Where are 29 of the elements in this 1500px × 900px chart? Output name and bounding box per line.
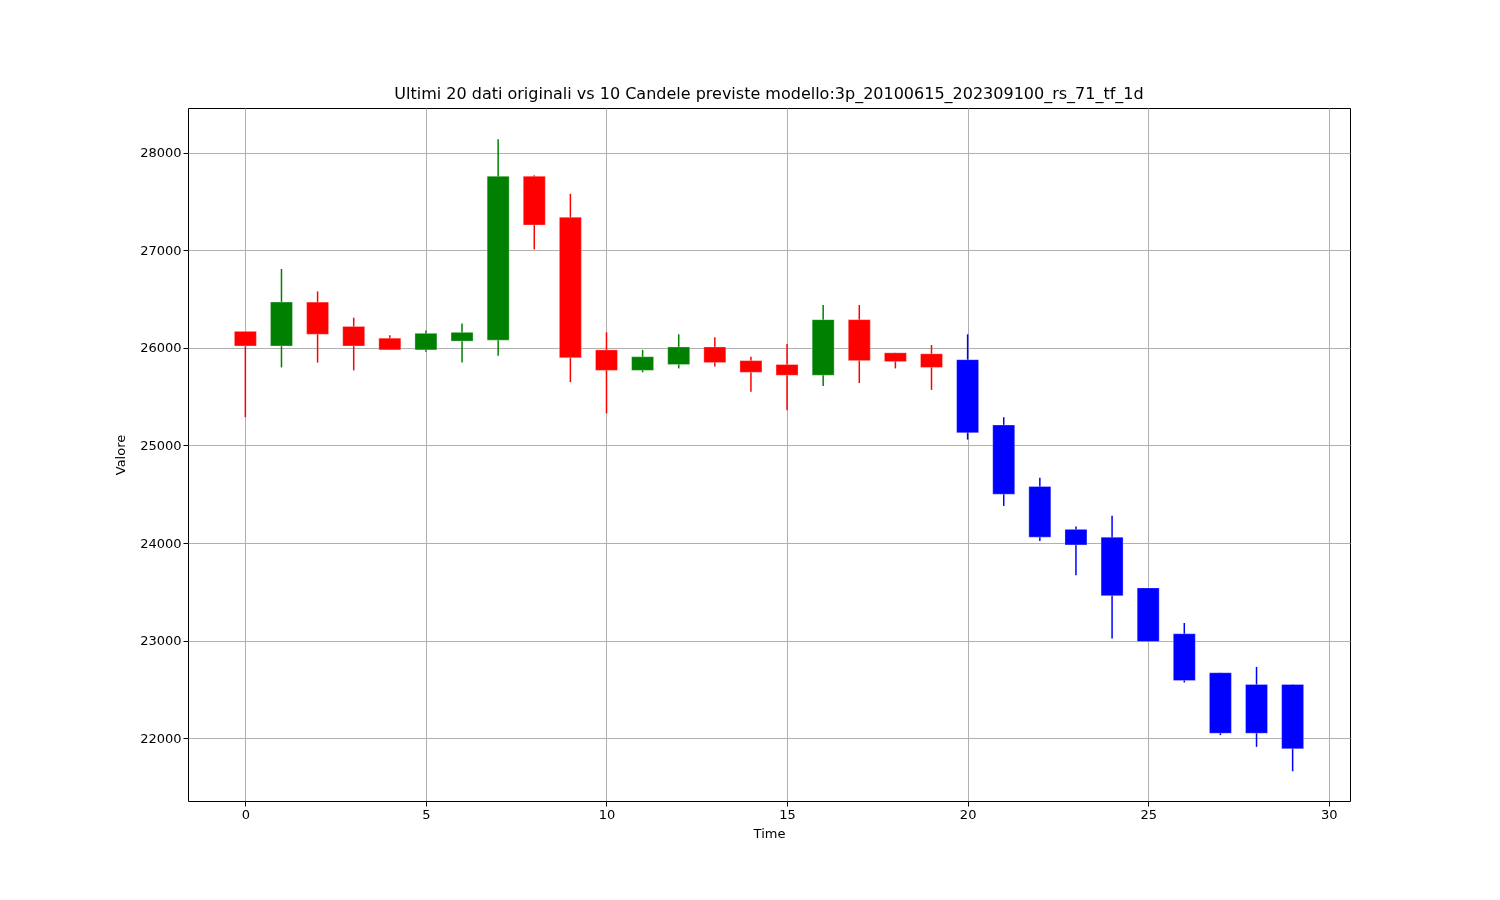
y-tick-label: 24000 (140, 535, 182, 551)
candlestick (234, 330, 257, 418)
candlestick (450, 322, 474, 364)
candlestick (920, 344, 943, 391)
y-tick-label: 25000 (140, 437, 182, 453)
x-tick-label: 25 (1140, 806, 1157, 822)
candlestick (703, 336, 727, 368)
candlestick (414, 329, 438, 353)
y-tick-label: 28000 (140, 145, 182, 161)
y-tick-label: 26000 (140, 340, 182, 356)
y-tick-label: 22000 (140, 730, 182, 746)
x-tick-label: 15 (779, 806, 796, 822)
candlestick (775, 343, 799, 412)
candlestick (667, 333, 690, 370)
chart-title: Ultimi 20 dati originali vs 10 Candele previste modello:3p_20100615_202309100_rs_71_tf_1d (394, 84, 1144, 104)
candlestick (631, 349, 654, 374)
candlestick (342, 316, 365, 372)
x-tick-label: 30 (1320, 806, 1338, 822)
y-tick-label: 23000 (140, 633, 182, 649)
x-tick-label: 10 (598, 806, 616, 822)
candlestick (595, 331, 618, 415)
x-tick-label: 5 (422, 806, 431, 822)
y-axis-title: Valore (113, 434, 129, 476)
y-tick-label: 27000 (140, 242, 182, 258)
x-tick-label: 20 (959, 806, 977, 822)
x-axis-title: Time (752, 825, 786, 841)
x-tick-label: 0 (241, 806, 250, 822)
candlestick (1064, 525, 1088, 576)
candlestick (739, 355, 763, 393)
